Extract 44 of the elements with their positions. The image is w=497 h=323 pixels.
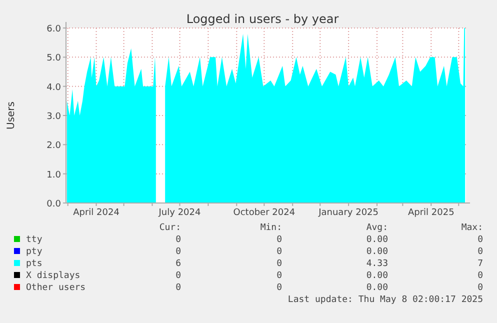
legend-label: tty [26,235,43,245]
text: 0 [176,283,181,293]
text: 0 [276,271,282,281]
text: 0 [478,283,483,293]
y-tick-label: 0.0 [46,200,62,210]
text: 0.00 [366,247,388,257]
y-tick-label: 5.0 [46,54,62,64]
text: Max: [461,223,483,233]
legend-label: Other users [26,283,86,293]
text: 0 [176,247,181,257]
legend-label: pts [26,259,42,269]
y-tick-label: 4.0 [46,82,62,93]
text: Avg: [366,223,388,233]
text: 0.00 [366,235,388,245]
text: Last update: Thu May 8 02:00:17 2025 [288,295,483,305]
text: 4.33 [366,259,388,269]
text: 0 [176,271,181,281]
legend-label: X displays [26,271,80,281]
x-tick-label: January 2025 [318,208,379,218]
x-tick-label: July 2024 [158,208,202,218]
y-tick-label: 3.0 [46,112,62,122]
text: 0 [276,235,282,245]
legend-label: pty [26,247,43,257]
text: 0 [478,235,483,245]
text: 0 [276,283,282,293]
text: 6 [176,259,181,269]
text: 0.00 [366,283,388,293]
x-tick-label: April 2024 [73,208,120,218]
text: 0 [276,247,282,257]
text: 0 [478,271,483,281]
text: 0.00 [366,271,388,281]
y-tick-label: 6.0 [46,24,62,34]
text: 0 [176,235,181,245]
text: 7 [478,259,483,269]
text: 0 [478,247,483,257]
text: 0 [276,259,282,269]
y-axis-title: Users [6,101,17,130]
y-tick-label: 2.0 [46,141,62,152]
x-tick-label: October 2024 [233,208,296,218]
y-tick-label: 1.0 [46,170,62,180]
text: Min: [260,223,282,233]
x-tick-label: April 2025 [408,208,454,218]
chart-title: Logged in users - by year [186,12,339,26]
text: Cur: [159,223,181,233]
